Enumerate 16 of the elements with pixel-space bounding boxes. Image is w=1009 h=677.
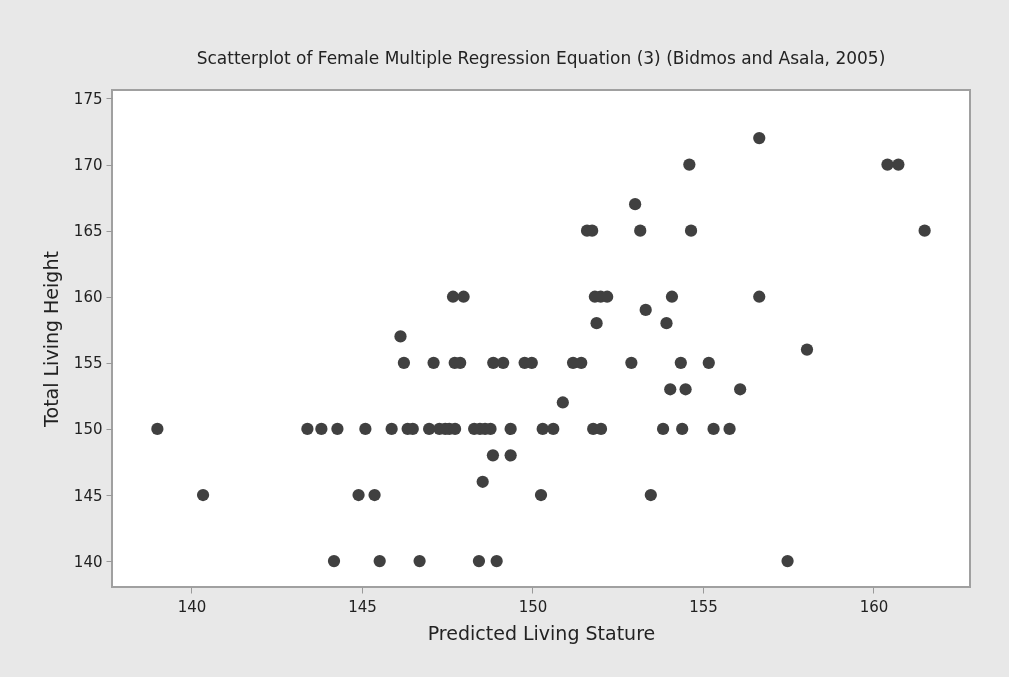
y-axis-title: Total Living Height bbox=[39, 251, 62, 428]
y-tick-label: 140 bbox=[73, 552, 103, 571]
y-tick-label: 175 bbox=[73, 89, 103, 108]
y-tick-label: 145 bbox=[73, 486, 103, 505]
x-tick-label: 145 bbox=[348, 597, 377, 616]
y-tick-label: 160 bbox=[73, 288, 103, 307]
x-axis-title: Predicted Living Stature bbox=[427, 621, 656, 644]
x-tick-label: 140 bbox=[177, 597, 207, 616]
y-tick-label: 170 bbox=[73, 156, 103, 175]
y-tick-label: 150 bbox=[73, 420, 103, 439]
x-tick-label: 155 bbox=[689, 597, 718, 616]
y-tick-label: 155 bbox=[73, 354, 103, 373]
y-tick-label: 165 bbox=[73, 222, 103, 241]
chart-title: Scatterplot of Female Multiple Regression Equation (3) (Bidmos and Asala, 2005) bbox=[196, 48, 886, 68]
x-tick-label: 160 bbox=[859, 597, 889, 616]
x-tick-label: 150 bbox=[518, 597, 548, 616]
